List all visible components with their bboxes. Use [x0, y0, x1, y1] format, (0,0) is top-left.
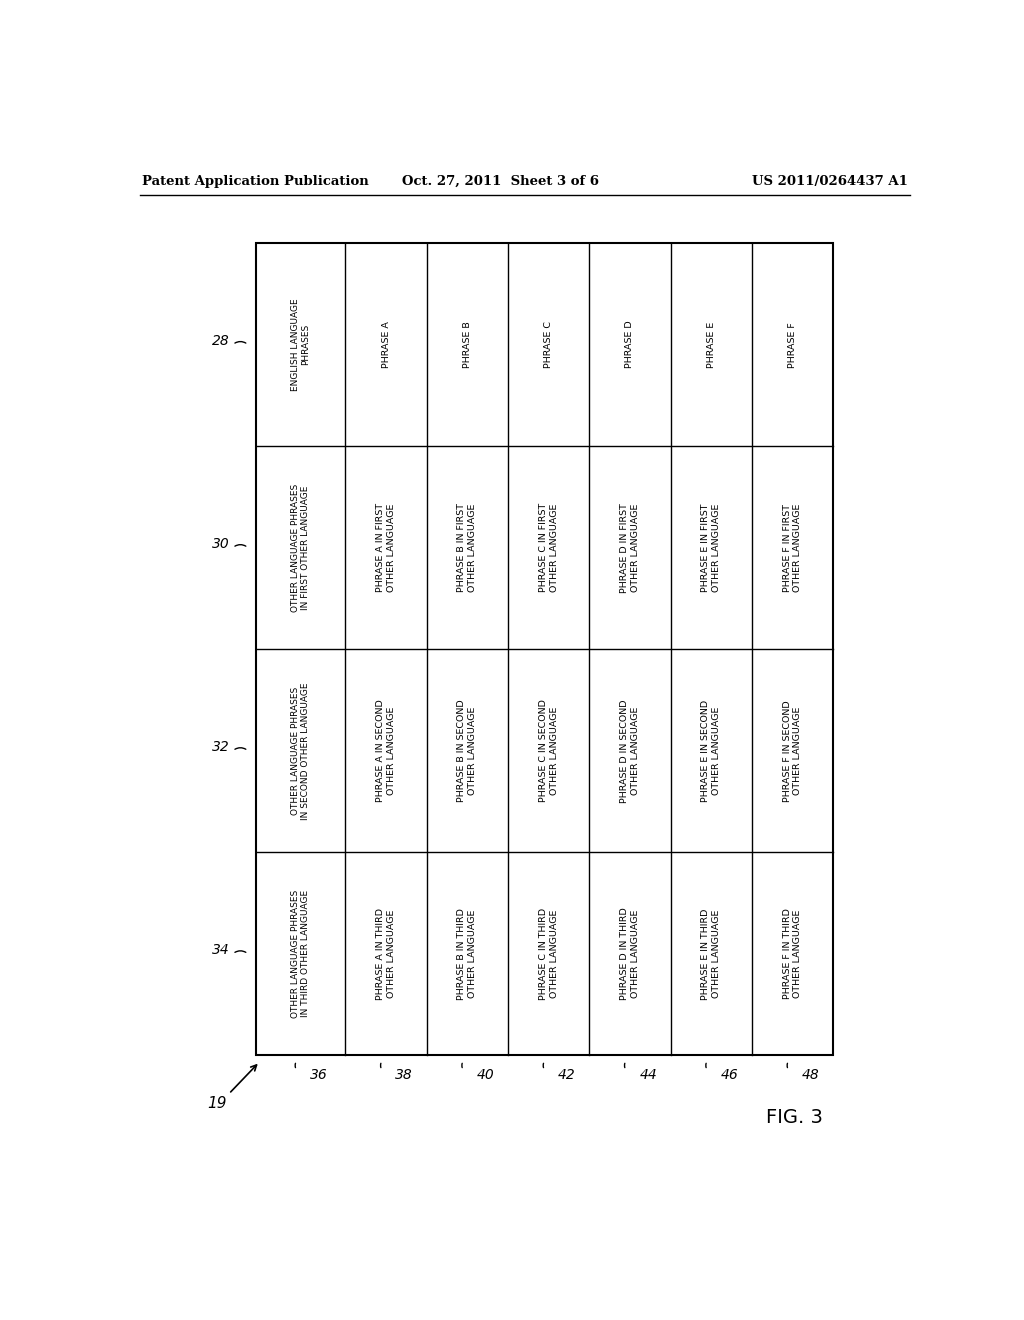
- Text: 48: 48: [802, 1068, 819, 1081]
- Text: PHRASE B IN SECOND
OTHER LANGUAGE: PHRASE B IN SECOND OTHER LANGUAGE: [458, 700, 477, 803]
- Bar: [256, 243, 834, 1056]
- Text: PHRASE B IN FIRST
OTHER LANGUAGE: PHRASE B IN FIRST OTHER LANGUAGE: [458, 503, 477, 593]
- Text: PHRASE F IN FIRST
OTHER LANGUAGE: PHRASE F IN FIRST OTHER LANGUAGE: [782, 503, 803, 591]
- Text: PHRASE E IN THIRD
OTHER LANGUAGE: PHRASE E IN THIRD OTHER LANGUAGE: [701, 908, 721, 999]
- Text: PHRASE C IN THIRD
OTHER LANGUAGE: PHRASE C IN THIRD OTHER LANGUAGE: [539, 908, 558, 1001]
- Text: PHRASE C IN SECOND
OTHER LANGUAGE: PHRASE C IN SECOND OTHER LANGUAGE: [539, 700, 558, 803]
- Text: 44: 44: [639, 1068, 657, 1081]
- Text: PHRASE C: PHRASE C: [544, 321, 553, 368]
- Text: 34: 34: [212, 942, 229, 957]
- Text: PHRASE D IN SECOND
OTHER LANGUAGE: PHRASE D IN SECOND OTHER LANGUAGE: [621, 700, 640, 803]
- Text: OTHER LANGUAGE PHRASES
IN SECOND OTHER LANGUAGE: OTHER LANGUAGE PHRASES IN SECOND OTHER L…: [291, 682, 310, 820]
- Text: PHRASE E: PHRASE E: [707, 322, 716, 368]
- Text: 30: 30: [212, 537, 229, 550]
- Text: Patent Application Publication: Patent Application Publication: [142, 176, 369, 187]
- Text: PHRASE B IN THIRD
OTHER LANGUAGE: PHRASE B IN THIRD OTHER LANGUAGE: [458, 908, 477, 999]
- Text: PHRASE F IN SECOND
OTHER LANGUAGE: PHRASE F IN SECOND OTHER LANGUAGE: [782, 700, 803, 801]
- Text: PHRASE E IN FIRST
OTHER LANGUAGE: PHRASE E IN FIRST OTHER LANGUAGE: [701, 503, 721, 591]
- Text: OTHER LANGUAGE PHRASES
IN FIRST OTHER LANGUAGE: OTHER LANGUAGE PHRASES IN FIRST OTHER LA…: [291, 483, 310, 612]
- Text: 32: 32: [212, 741, 229, 754]
- Text: PHRASE A IN FIRST
OTHER LANGUAGE: PHRASE A IN FIRST OTHER LANGUAGE: [376, 503, 396, 593]
- Text: PHRASE A IN THIRD
OTHER LANGUAGE: PHRASE A IN THIRD OTHER LANGUAGE: [376, 908, 396, 1001]
- Text: PHRASE F: PHRASE F: [788, 322, 797, 367]
- Text: PHRASE E IN SECOND
OTHER LANGUAGE: PHRASE E IN SECOND OTHER LANGUAGE: [701, 700, 721, 801]
- Text: 28: 28: [212, 334, 229, 347]
- Text: 19: 19: [208, 1096, 227, 1110]
- Text: PHRASE F IN THIRD
OTHER LANGUAGE: PHRASE F IN THIRD OTHER LANGUAGE: [782, 908, 803, 999]
- Text: Oct. 27, 2011  Sheet 3 of 6: Oct. 27, 2011 Sheet 3 of 6: [401, 176, 598, 187]
- Text: PHRASE D IN FIRST
OTHER LANGUAGE: PHRASE D IN FIRST OTHER LANGUAGE: [621, 503, 640, 593]
- Text: 36: 36: [310, 1068, 328, 1081]
- Text: 46: 46: [721, 1068, 738, 1081]
- Text: 40: 40: [476, 1068, 495, 1081]
- Text: PHRASE A IN SECOND
OTHER LANGUAGE: PHRASE A IN SECOND OTHER LANGUAGE: [376, 700, 396, 803]
- Text: PHRASE C IN FIRST
OTHER LANGUAGE: PHRASE C IN FIRST OTHER LANGUAGE: [539, 503, 558, 593]
- Text: US 2011/0264437 A1: US 2011/0264437 A1: [752, 176, 907, 187]
- Text: PHRASE D: PHRASE D: [626, 321, 635, 368]
- Text: FIG. 3: FIG. 3: [766, 1107, 823, 1126]
- Text: 42: 42: [558, 1068, 575, 1081]
- Text: 38: 38: [395, 1068, 413, 1081]
- Text: ENGLISH LANGUAGE
PHRASES: ENGLISH LANGUAGE PHRASES: [291, 298, 310, 391]
- Text: OTHER LANGUAGE PHRASES
IN THIRD OTHER LANGUAGE: OTHER LANGUAGE PHRASES IN THIRD OTHER LA…: [291, 890, 310, 1018]
- Text: PHRASE D IN THIRD
OTHER LANGUAGE: PHRASE D IN THIRD OTHER LANGUAGE: [621, 908, 640, 1001]
- Text: PHRASE A: PHRASE A: [382, 321, 390, 368]
- Text: PHRASE B: PHRASE B: [463, 321, 472, 368]
